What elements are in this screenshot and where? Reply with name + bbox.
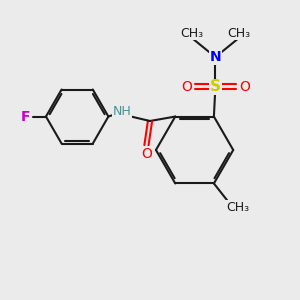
Text: F: F — [20, 110, 30, 124]
Text: N: N — [210, 50, 221, 64]
Text: O: O — [239, 80, 250, 94]
Text: CH₃: CH₃ — [228, 27, 251, 40]
Text: O: O — [181, 80, 192, 94]
Text: S: S — [210, 79, 221, 94]
Text: O: O — [141, 147, 152, 161]
Text: CH₃: CH₃ — [180, 27, 203, 40]
Text: NH: NH — [112, 105, 131, 118]
Text: CH₃: CH₃ — [226, 201, 249, 214]
